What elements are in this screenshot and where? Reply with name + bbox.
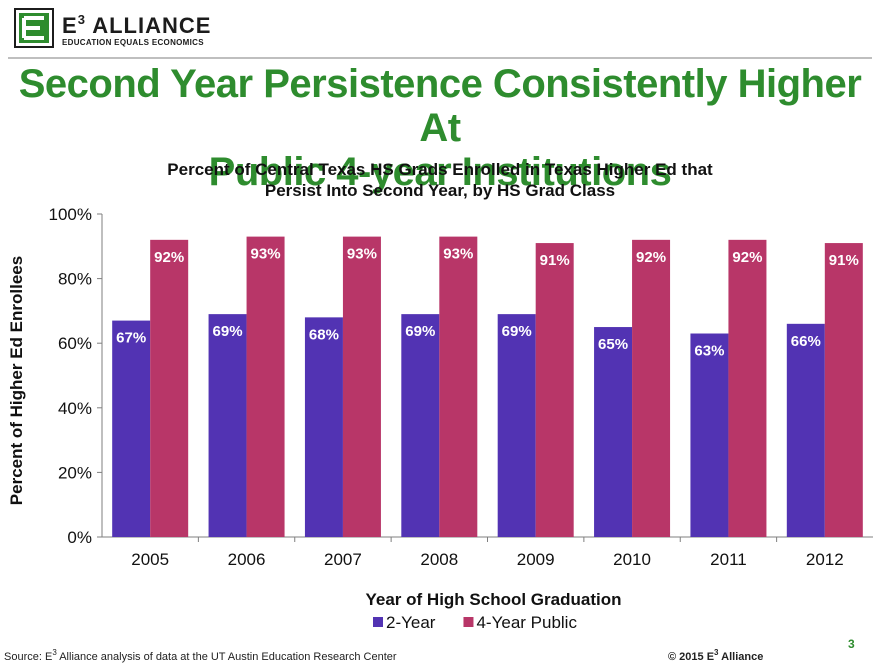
bar-two-year — [208, 314, 247, 537]
bar-four-year-public — [246, 236, 285, 538]
x-tick-label: 2012 — [806, 550, 844, 569]
data-label: 92% — [154, 249, 184, 266]
bar-four-year-public — [728, 239, 767, 537]
data-label: 92% — [636, 249, 666, 266]
bar-four-year-public — [150, 239, 189, 537]
y-tick-label: 100% — [49, 205, 92, 224]
chart-title: Percent of Central Texas HS Grads Enroll… — [0, 159, 880, 201]
data-label: 91% — [829, 252, 859, 269]
x-tick-label: 2008 — [420, 550, 458, 569]
y-tick-label: 0% — [67, 528, 92, 547]
legend-swatch-four-year-public — [463, 617, 474, 627]
data-label: 93% — [347, 246, 377, 263]
bar-two-year — [401, 314, 440, 537]
data-label: 69% — [405, 323, 435, 340]
data-label: 91% — [540, 252, 570, 269]
bar-four-year-public — [535, 243, 574, 537]
source-note: Source: E3 Alliance analysis of data at … — [4, 648, 397, 663]
y-axis-title: Percent of Higher Ed Enrollees — [7, 256, 26, 505]
e3-alliance-logo: E3 ALLIANCE EDUCATION EQUALS ECONOMICS — [14, 8, 234, 52]
bar-four-year-public — [439, 236, 478, 538]
logo-tagline: EDUCATION EQUALS ECONOMICS — [62, 38, 204, 47]
y-tick-label: 60% — [58, 334, 92, 353]
data-label: 63% — [694, 343, 724, 360]
bar-four-year-public — [632, 239, 671, 537]
slide-title-line-2: Public 4-year Institutions — [208, 150, 672, 194]
data-label: 65% — [598, 336, 628, 353]
bar-two-year — [497, 314, 536, 537]
data-label: 68% — [309, 326, 339, 343]
x-axis-title: Year of High School Graduation — [366, 590, 622, 609]
x-tick-label: 2007 — [324, 550, 362, 569]
x-tick-label: 2011 — [710, 550, 747, 569]
x-tick-label: 2005 — [131, 550, 169, 569]
bar-two-year — [594, 327, 633, 537]
bar-two-year — [786, 323, 825, 537]
copyright: © 2015 E3 Alliance — [668, 648, 764, 663]
slide-title-line-1: Second Year Persistence Consistently Hig… — [18, 62, 862, 150]
data-label: 92% — [732, 249, 762, 266]
data-label: 93% — [443, 246, 473, 263]
chart-title-line-2: Persist Into Second Year, by HS Grad Cla… — [264, 181, 616, 200]
data-label: 66% — [791, 333, 821, 350]
header-divider — [8, 57, 872, 59]
chart-title-line-1: Percent of Central Texas HS Grads Enroll… — [167, 160, 713, 179]
bar-four-year-public — [342, 236, 381, 538]
bar-two-year — [112, 320, 151, 537]
slide-title: Second Year Persistence Consistently Hig… — [0, 62, 880, 194]
x-tick-label: 2010 — [613, 550, 651, 569]
page-number: 3 — [848, 637, 855, 651]
y-tick-label: 40% — [58, 399, 92, 418]
legend-swatch-two-year — [373, 617, 383, 627]
y-tick-label: 80% — [58, 270, 92, 289]
bar-two-year — [690, 333, 729, 537]
data-label: 69% — [502, 323, 532, 340]
data-label: 93% — [251, 246, 281, 263]
bar-two-year — [304, 317, 343, 537]
data-label: 67% — [116, 330, 146, 347]
y-tick-label: 20% — [58, 463, 92, 482]
data-label: 69% — [213, 323, 243, 340]
bar-four-year-public — [824, 243, 863, 537]
legend-label: 4-Year Public — [476, 613, 577, 632]
legend-label: 2-Year — [386, 613, 436, 632]
logo-name: E3 ALLIANCE — [62, 12, 212, 38]
x-tick-label: 2009 — [517, 550, 555, 569]
e3-logo-mark-icon — [14, 8, 54, 48]
x-tick-label: 2006 — [228, 550, 266, 569]
